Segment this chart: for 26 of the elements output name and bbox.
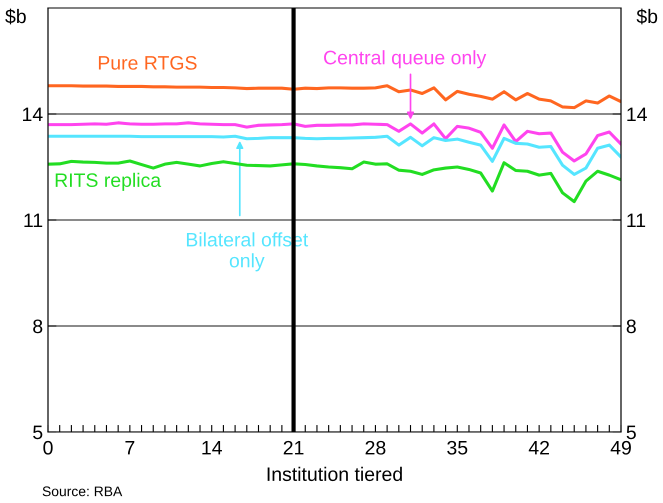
x-tick-label: 14 bbox=[202, 441, 222, 454]
x-tick-label: 0 bbox=[43, 440, 53, 455]
y2-tick-label: 5 bbox=[626, 426, 636, 440]
y2-tick-label: 11 bbox=[627, 214, 646, 228]
line-series bbox=[48, 121, 621, 163]
x-tick-label: 49 bbox=[610, 440, 631, 455]
x-axis-title: Institution tiered bbox=[268, 466, 402, 482]
x-tick-label: 21 bbox=[284, 440, 304, 454]
series-label: RITS replica bbox=[56, 172, 162, 191]
y-axis-title: $b bbox=[5, 8, 26, 24]
x-tick-label: 7 bbox=[125, 441, 134, 454]
source-note: Source: RBA bbox=[42, 486, 122, 496]
y-tick-label: 5 bbox=[33, 426, 42, 440]
y2-tick-label: 14 bbox=[627, 108, 647, 122]
line-series bbox=[48, 84, 621, 110]
x-tick-label: 35 bbox=[447, 440, 468, 455]
text: Central queue only bbox=[324, 50, 486, 68]
series-label: Pure RTGS bbox=[98, 56, 197, 70]
y-tick-label: 8 bbox=[33, 319, 42, 334]
y2-axis-title: $b bbox=[636, 8, 658, 24]
y2-tick-label: 8 bbox=[626, 319, 636, 334]
x-tick-label: 42 bbox=[528, 440, 549, 454]
y-tick-label: 11 bbox=[24, 214, 42, 228]
line-series bbox=[48, 159, 621, 204]
x-tick-label: 28 bbox=[366, 440, 386, 455]
y-tick-label: 14 bbox=[22, 108, 43, 122]
